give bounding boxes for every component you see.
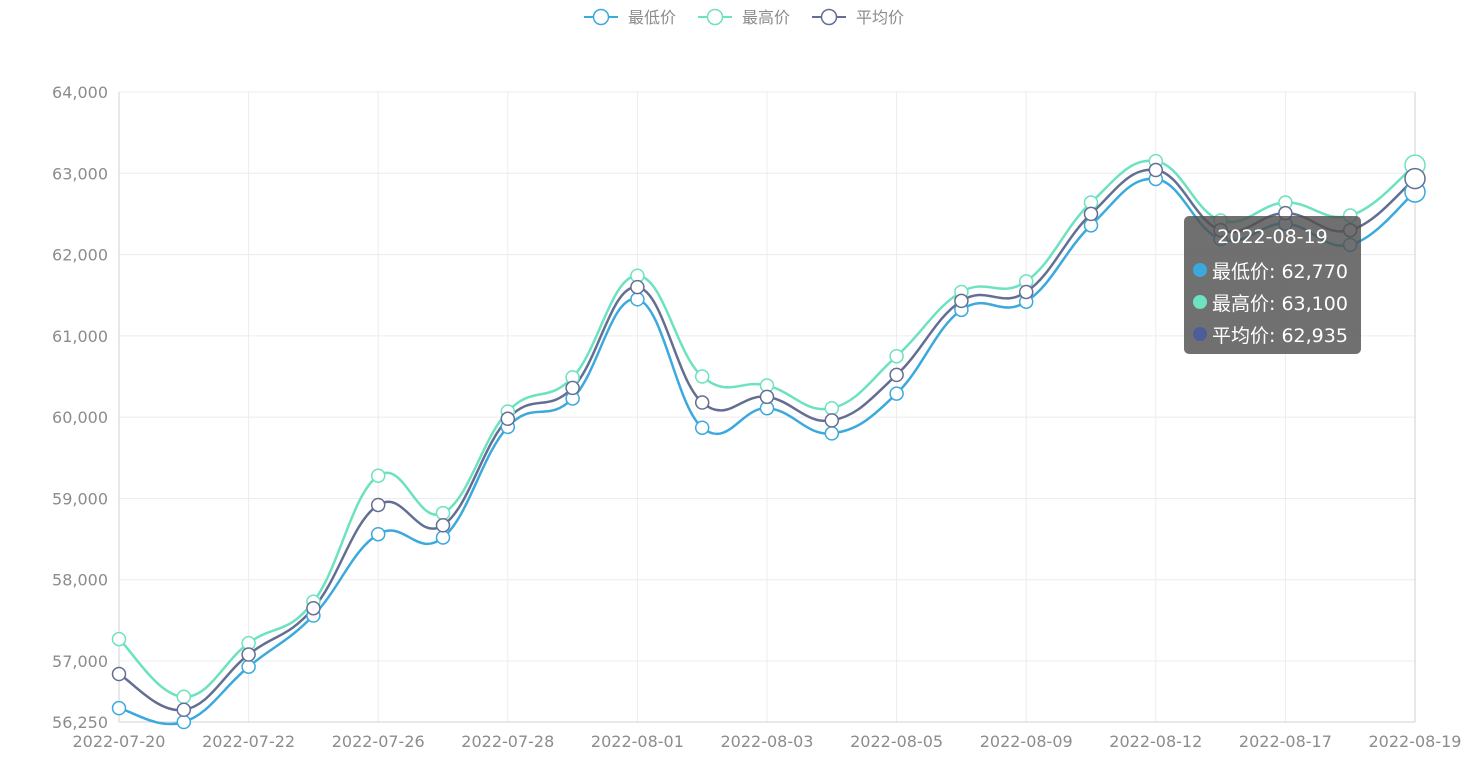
- series-avg-price-point-2022-07-29[interactable]: [565, 380, 580, 396]
- series-avg-price-point-2022-08-01[interactable]: [630, 279, 645, 295]
- series-min-price-point-2022-07-22[interactable]: [241, 659, 256, 674]
- y-tick-label-61-000: 61,000: [52, 327, 108, 346]
- series-avg-price-point-2022-07-21[interactable]: [176, 702, 192, 718]
- series-avg-price-point-2022-07-22[interactable]: [241, 647, 256, 662]
- tooltip-row-min: 最低价: 62,770: [1193, 254, 1361, 286]
- tooltip-label-max: 最高价: 63,100: [1212, 292, 1348, 315]
- x-tick-label-2022-08-19: 2022-08-19: [1369, 732, 1462, 751]
- series-max-price-line: [118, 159, 1416, 699]
- series-avg-price-point-2022-08-04[interactable]: [824, 413, 840, 428]
- series-min-price-point-2022-07-26[interactable]: [370, 526, 386, 542]
- series-min-price-point-2022-08-01[interactable]: [630, 292, 645, 307]
- series-min-price-point-2022-08-04[interactable]: [824, 426, 840, 441]
- series-avg-price-point-2022-08-02[interactable]: [694, 395, 710, 410]
- series-avg-price-point-2022-07-28[interactable]: [500, 411, 516, 427]
- series-min-price-line: [118, 177, 1416, 726]
- tooltip-dot-avg: [1193, 327, 1207, 341]
- series-min-price-point-2022-08-05[interactable]: [889, 386, 904, 401]
- series-avg-price-point-2022-08-11[interactable]: [1083, 206, 1099, 222]
- series-max-price-point-2022-07-20[interactable]: [111, 631, 127, 647]
- x-tick-label-2022-07-20: 2022-07-20: [73, 732, 166, 751]
- series-max-price-point-2022-07-26[interactable]: [370, 468, 386, 483]
- x-tick-label-2022-08-09: 2022-08-09: [980, 732, 1073, 751]
- axes: 56,250 57,000 58,000 59,000 60,000 61,000 62,0…: [52, 83, 1461, 751]
- x-tick-label-2022-08-03: 2022-08-03: [721, 732, 814, 751]
- x-tick-label-2022-08-01: 2022-08-01: [591, 732, 684, 751]
- y-tick-label-58-000: 58,000: [52, 571, 108, 590]
- series-avg-price-point-2022-07-20[interactable]: [111, 666, 127, 682]
- x-tick-label-2022-08-12: 2022-08-12: [1109, 732, 1202, 751]
- legend-label-series-max-price[interactable]: 最高价: [742, 8, 790, 27]
- tooltip-row-avg: 平均价: 62,935: [1193, 318, 1361, 350]
- series-avg-price-point-2022-07-26[interactable]: [370, 497, 386, 513]
- tooltip-dot-min: [1193, 263, 1207, 277]
- tooltip-label-avg: 平均价: 62,935: [1212, 324, 1348, 347]
- tooltip-row-max: 最高价: 63,100: [1193, 286, 1361, 318]
- series-max-price-point-2022-08-04[interactable]: [824, 400, 840, 416]
- x-tick-label-2022-08-05: 2022-08-05: [850, 732, 943, 751]
- series-max-price-point-2022-07-21[interactable]: [176, 689, 192, 705]
- series-max-price-point-2022-07-27[interactable]: [435, 505, 451, 521]
- series-avg-price-point-2022-08-19[interactable]: [1404, 167, 1426, 190]
- y-tick-label-56-250: 56,250: [52, 713, 108, 732]
- series-min-price-point-2022-08-02[interactable]: [694, 420, 710, 435]
- series-avg-price-point-2022-08-09[interactable]: [1018, 284, 1034, 300]
- legend-marker-series-max-price[interactable]: [706, 8, 724, 26]
- x-tick-label-2022-07-26: 2022-07-26: [332, 732, 425, 751]
- series-min-price-point-2022-07-21[interactable]: [176, 714, 192, 730]
- series-avg-price-point-2022-08-05[interactable]: [889, 367, 904, 383]
- series-avg-price-point-2022-08-12[interactable]: [1148, 162, 1164, 178]
- series-max-price-point-2022-08-05[interactable]: [889, 348, 904, 364]
- series-min-price-point-2022-07-20[interactable]: [111, 700, 127, 716]
- series-avg-price-point-2022-08-08[interactable]: [954, 293, 969, 309]
- y-tick-label-64-000: 64,000: [52, 83, 108, 102]
- y-tick-label-62-000: 62,000: [52, 246, 108, 265]
- series-max-price-point-2022-08-02[interactable]: [694, 369, 710, 384]
- tooltip-dot-max: [1193, 295, 1207, 309]
- series-avg-price-point-2022-07-27[interactable]: [435, 518, 451, 533]
- legend: 最低价 最高价 平均价: [584, 8, 904, 27]
- x-tick-label-2022-07-28: 2022-07-28: [461, 732, 554, 751]
- series-lines: [118, 159, 1416, 726]
- y-tick-label-60-000: 60,000: [52, 408, 108, 427]
- y-tick-label-63-000: 63,000: [52, 164, 108, 183]
- x-tick-label-2022-07-22: 2022-07-22: [202, 732, 295, 751]
- legend-label-series-min-price[interactable]: 最低价: [628, 8, 676, 27]
- legend-marker-series-avg-price[interactable]: [820, 8, 838, 26]
- series-avg-price-point-2022-07-25[interactable]: [306, 600, 321, 616]
- x-tick-label-2022-08-17: 2022-08-17: [1239, 732, 1332, 751]
- tooltip-label-min: 最低价: 62,770: [1212, 260, 1348, 283]
- legend-marker-series-min-price[interactable]: [592, 8, 610, 26]
- tooltip: 2022-08-19 最低价: 62,770 最高价: 63,100 平均价: …: [1184, 216, 1361, 354]
- series-avg-price-point-2022-08-03[interactable]: [759, 389, 775, 405]
- series-avg-price-line: [118, 168, 1416, 712]
- series-min-price-point-2022-07-27[interactable]: [435, 530, 451, 545]
- y-tick-label-59-000: 59,000: [52, 489, 108, 508]
- legend-label-series-avg-price[interactable]: 平均价: [856, 8, 904, 27]
- y-tick-label-57-000: 57,000: [52, 652, 108, 671]
- tooltip-title: 2022-08-19: [1217, 226, 1328, 248]
